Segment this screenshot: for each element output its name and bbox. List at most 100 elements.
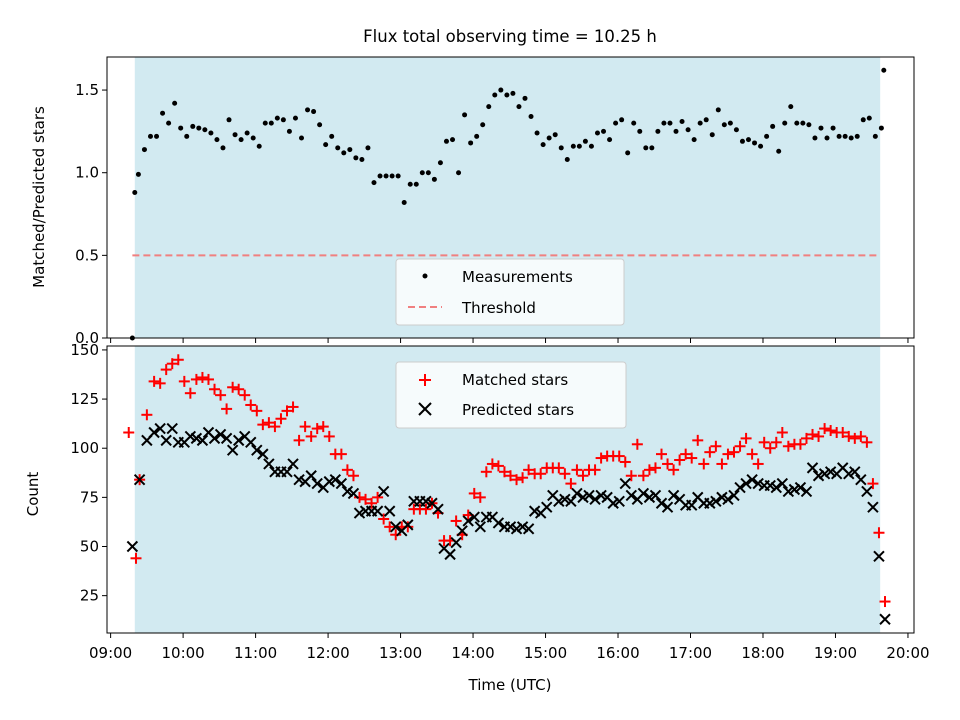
matched-star-point bbox=[498, 466, 510, 478]
measurement-point bbox=[353, 155, 359, 161]
matched-star-point bbox=[202, 373, 214, 385]
measurement-point bbox=[292, 115, 298, 121]
predicted-star-point bbox=[432, 503, 444, 515]
legend-label-matched: Matched stars bbox=[462, 371, 568, 389]
x-tick-label: 19:00 bbox=[814, 644, 857, 662]
measurement-point bbox=[401, 199, 407, 205]
measurement-point bbox=[437, 160, 443, 166]
matched-star-point bbox=[722, 448, 734, 460]
measurement-point bbox=[522, 95, 528, 101]
predicted-star-point bbox=[686, 499, 698, 511]
matched-star-point bbox=[281, 405, 293, 417]
predicted-star-point bbox=[746, 473, 758, 486]
matched-star-point bbox=[335, 448, 347, 460]
predicted-star-point bbox=[214, 428, 227, 441]
measurement-point bbox=[474, 133, 480, 139]
measurement-point bbox=[764, 133, 770, 139]
matched-star-point bbox=[172, 354, 184, 366]
matched-star-point bbox=[275, 413, 287, 425]
matched-star-point bbox=[221, 403, 233, 415]
predicted-star-point bbox=[873, 550, 885, 563]
matched-star-point bbox=[565, 478, 577, 490]
measurement-point bbox=[721, 122, 727, 128]
measurement-point bbox=[842, 133, 848, 139]
measurement-point bbox=[154, 133, 160, 139]
matched-star-point bbox=[782, 440, 794, 452]
matched-star-point bbox=[402, 521, 414, 533]
measurement-point bbox=[582, 138, 588, 144]
matched-star-point bbox=[643, 464, 655, 476]
matched-star-point bbox=[873, 527, 885, 539]
legend-label-threshold: Threshold bbox=[461, 299, 536, 317]
count-x-ticks: 09:00 10:00 11:00 12:00 13:00 14:00 15:00 16:00… bbox=[89, 633, 930, 662]
measurement-point bbox=[782, 120, 788, 126]
measurement-point bbox=[881, 67, 887, 73]
predicted-star-point bbox=[613, 495, 625, 508]
count-plot-frame bbox=[106, 345, 915, 634]
matched-star-point bbox=[867, 478, 879, 490]
matched-star-point bbox=[420, 503, 432, 515]
measurement-point bbox=[389, 173, 395, 179]
measurement-point bbox=[196, 125, 202, 131]
measurement-point bbox=[794, 120, 800, 126]
matched-star-point bbox=[662, 458, 674, 470]
predicted-star-point bbox=[468, 511, 480, 523]
measurement-point bbox=[443, 138, 449, 144]
measurement-point bbox=[383, 173, 389, 179]
measurement-point bbox=[395, 173, 401, 179]
matched-star-point bbox=[215, 389, 227, 401]
predicted-star-point bbox=[126, 540, 139, 553]
predicted-star-point bbox=[311, 477, 323, 490]
measurement-point bbox=[872, 133, 878, 139]
measurement-point bbox=[866, 115, 872, 121]
measurement-point bbox=[492, 92, 498, 98]
matched-star-point bbox=[746, 448, 758, 460]
predicted-star-point bbox=[245, 436, 257, 449]
x-tick-label: 12:00 bbox=[306, 644, 349, 662]
predicted-star-point bbox=[710, 495, 722, 508]
predicted-star-point bbox=[281, 466, 293, 478]
matched-star-point bbox=[734, 440, 746, 452]
measurement-point bbox=[347, 147, 353, 153]
measurement-point bbox=[450, 137, 456, 143]
matched-star-point bbox=[649, 462, 661, 474]
matched-star-point bbox=[710, 440, 722, 452]
matched-star-point bbox=[130, 552, 142, 564]
ratio-plot-frame bbox=[106, 56, 915, 339]
measurement-point bbox=[480, 122, 486, 128]
x-tick-label: 10:00 bbox=[161, 644, 204, 662]
matched-star-point bbox=[589, 464, 601, 476]
predicted-star-point bbox=[148, 426, 160, 439]
predicted-star-point bbox=[861, 485, 873, 498]
measurement-point bbox=[619, 117, 625, 123]
measurement-point bbox=[268, 120, 274, 126]
matched-star-point bbox=[813, 430, 825, 442]
ratio-y-axis-label: Matched/Predicted stars bbox=[30, 106, 48, 288]
predicted-star-point bbox=[571, 487, 583, 500]
measurement-point bbox=[691, 137, 697, 143]
predicted-star-point bbox=[649, 489, 662, 502]
predicted-star-point bbox=[371, 505, 384, 517]
predicted-star-point bbox=[625, 489, 638, 502]
count-y-ticks: 25 50 75 100 125 150 bbox=[70, 341, 107, 605]
matched-star-point bbox=[740, 432, 752, 444]
measurement-point bbox=[613, 120, 619, 126]
measurement-point bbox=[516, 104, 522, 110]
matched-star-point bbox=[245, 399, 257, 411]
measurement-point bbox=[359, 156, 365, 162]
measurement-point bbox=[739, 138, 745, 144]
measurement-point bbox=[172, 100, 178, 106]
predicted-star-point bbox=[347, 487, 360, 500]
measurement-point bbox=[824, 135, 830, 141]
measurement-point bbox=[468, 140, 474, 146]
predicted-star-point bbox=[196, 434, 209, 447]
measurement-point bbox=[752, 140, 758, 146]
predicted-star-point bbox=[794, 481, 807, 494]
x-tick-label: 20:00 bbox=[886, 644, 929, 662]
measurement-point bbox=[836, 133, 842, 139]
predicted-star-point bbox=[661, 501, 674, 513]
matched-star-point bbox=[184, 387, 196, 399]
count-y-tick-label: 75 bbox=[80, 488, 99, 506]
matched-star-point bbox=[680, 448, 692, 460]
x-tick-label: 13:00 bbox=[379, 644, 422, 662]
